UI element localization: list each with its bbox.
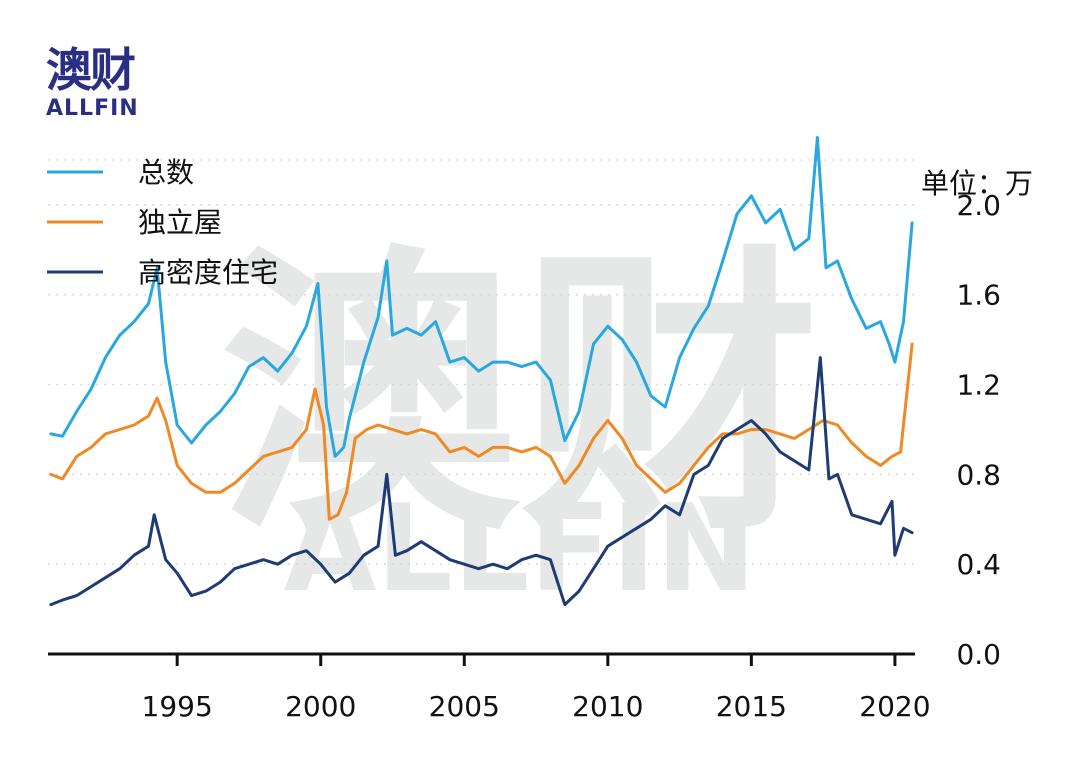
grid-lines xyxy=(48,159,915,565)
watermark-cn: 澳财 xyxy=(220,222,820,571)
y-tick-label: 1.6 xyxy=(956,279,1001,312)
series-line-1 xyxy=(49,136,914,458)
x-tick-label: 2015 xyxy=(716,690,787,723)
unit-label: 单位：万 xyxy=(921,167,1033,200)
watermark: 澳财 ALLFIN xyxy=(220,222,820,619)
legend-label: 独立屋 xyxy=(138,206,222,239)
x-axis-ticks: 1995 2000 2005 2010 2015 2020 xyxy=(142,654,931,723)
x-tick-label: 2005 xyxy=(429,690,500,723)
y-tick-label: 2.0 xyxy=(956,189,1001,222)
y-axis-ticks: 0.0 0.4 0.8 1.2 1.6 2.0 xyxy=(956,189,1001,671)
x-tick-label: 2020 xyxy=(859,690,930,723)
brand-logo: 澳财 ALLFIN xyxy=(46,42,139,122)
y-tick-label: 0.0 xyxy=(956,638,1001,671)
y-tick-label: 0.4 xyxy=(956,548,1001,581)
watermark-en: ALLFIN xyxy=(284,480,757,619)
y-tick-label: 0.8 xyxy=(956,458,1001,491)
legend-label: 总数 xyxy=(138,156,194,189)
series-line-2 xyxy=(49,342,914,521)
series-line-3 xyxy=(49,356,914,607)
x-tick-label: 1995 xyxy=(142,690,213,723)
series-layer xyxy=(49,136,914,607)
y-tick-label: 1.2 xyxy=(956,369,1001,402)
x-tick-label: 2000 xyxy=(285,690,356,723)
brand-name-cn: 澳财 xyxy=(46,43,136,97)
brand-name-en: ALLFIN xyxy=(46,96,139,121)
legend-label: 高密度住宅 xyxy=(138,256,278,289)
x-tick-label: 2010 xyxy=(572,690,643,723)
